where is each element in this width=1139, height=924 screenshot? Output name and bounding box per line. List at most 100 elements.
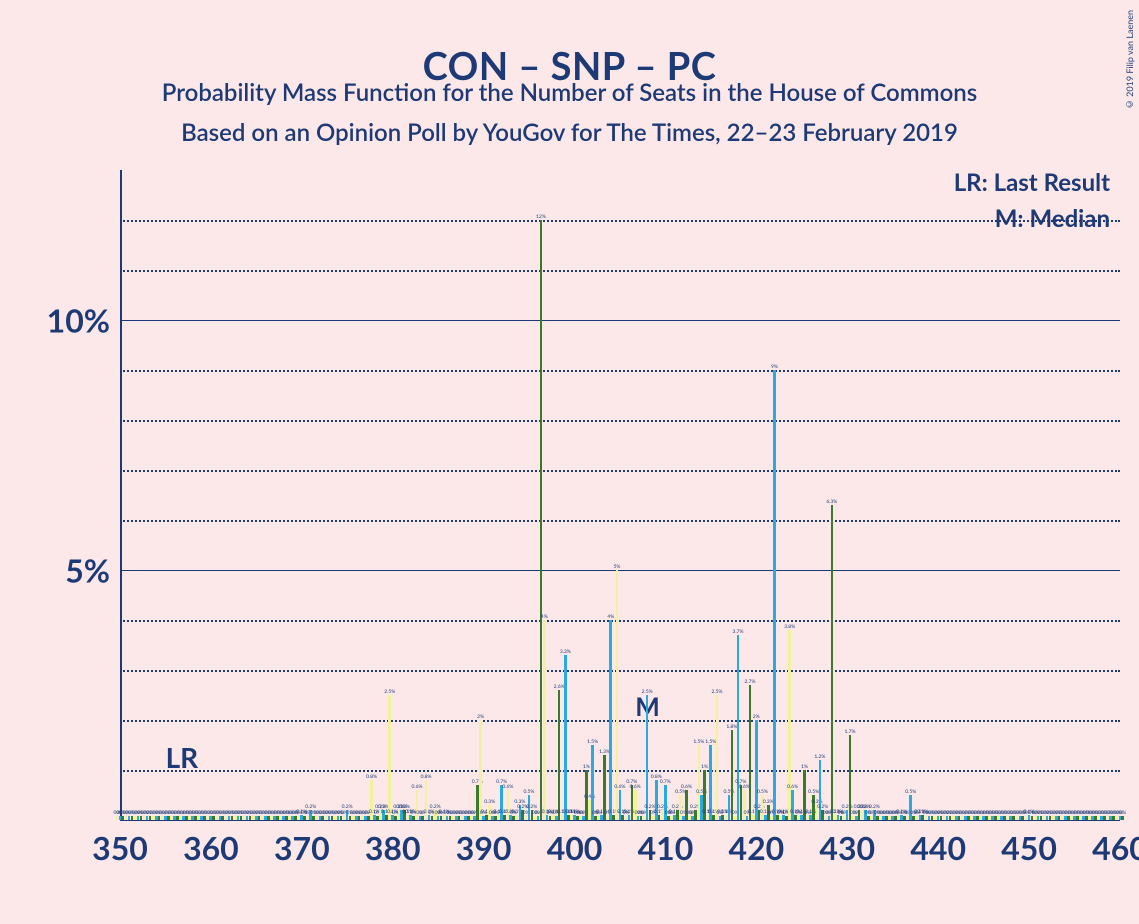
bar-green: 0%	[131, 816, 134, 820]
bar-green: 0%	[994, 816, 997, 820]
bar-green: 0%	[1003, 816, 1006, 820]
bar-green: 0%	[331, 816, 334, 820]
bar-green: 0%	[512, 816, 515, 820]
bar-value-label: 0%	[1119, 810, 1126, 816]
bar-green: 0.1%	[485, 815, 488, 820]
bar-value-label: 6.3%	[826, 499, 837, 505]
bar-value-label: 1.5%	[705, 739, 716, 745]
bar-green: 0%	[294, 816, 297, 820]
bar-blue: 3.3%	[564, 655, 567, 820]
bar-green: 0%	[876, 816, 879, 820]
bar-green: 2.7%	[749, 685, 752, 820]
bar-value-label: 9%	[771, 364, 778, 370]
x-axis-label: 430	[819, 828, 875, 867]
bar-green: 0%	[594, 816, 597, 820]
x-axis-label: 450	[1001, 828, 1057, 867]
bar-value-label: 2.7%	[745, 679, 756, 685]
x-axis-label: 420	[729, 828, 785, 867]
bar-green: 2.6%	[558, 690, 561, 820]
bar-yellow: 5%	[616, 570, 619, 820]
bar-green: 0%	[931, 816, 934, 820]
bar-green: 0.1%	[712, 815, 715, 820]
chart-subtitle-1: Probability Mass Function for the Number…	[0, 78, 1139, 107]
bar-value-label: 0.5%	[808, 789, 819, 795]
bar-green: 0%	[303, 816, 306, 820]
y-axis-label: 5%	[10, 551, 110, 590]
x-axis-label: 440	[910, 828, 966, 867]
bar-value-label: 1.7%	[845, 729, 856, 735]
bar-green: 0%	[258, 816, 261, 820]
bar-value-label: 0.5%	[905, 789, 916, 795]
bar-green: 0%	[1021, 816, 1024, 820]
bar-green: 0%	[985, 816, 988, 820]
bar-value-label: 1.3%	[599, 749, 610, 755]
bar-value-label: 1%	[701, 764, 708, 770]
bar-green: 0%	[121, 816, 124, 820]
bar-green: 0%	[167, 816, 170, 820]
bar-green: 0%	[967, 816, 970, 820]
bar-value-label: 0.3%	[763, 799, 774, 805]
bar-green: 0%	[249, 816, 252, 820]
bar-green: 0%	[1076, 816, 1079, 820]
bar-green: 0%	[340, 816, 343, 820]
bar-green: 0%	[285, 816, 288, 820]
bar-green: 0.1%	[612, 815, 615, 820]
bar-value-label: 5%	[614, 564, 621, 570]
bar-green: 0%	[1031, 816, 1034, 820]
bar-value-label: 4%	[607, 614, 614, 620]
x-axis-label: 390	[456, 828, 512, 867]
bar-green: 12%	[540, 220, 543, 820]
bar-value-label: 2.6%	[554, 684, 565, 690]
bar-green: 0%	[549, 816, 552, 820]
bar-value-label: 0.8%	[366, 774, 377, 780]
bar-green: 0%	[312, 816, 315, 820]
bar-green: 0%	[203, 816, 206, 820]
bar-value-label: 1%	[801, 764, 808, 770]
bar-green: 0%	[358, 816, 361, 820]
bar-green: 0%	[240, 816, 243, 820]
bar-green: 0%	[149, 816, 152, 820]
bar-green: 0%	[667, 816, 670, 820]
bar-green: 0%	[840, 816, 843, 820]
bar-value-label: 3.3%	[560, 649, 571, 655]
bar-yellow: 2%	[479, 720, 482, 820]
x-axis-label: 400	[547, 828, 603, 867]
bar-value-label: 1%	[583, 764, 590, 770]
bar-green: 0.7%	[631, 785, 634, 820]
x-axis	[120, 820, 1120, 821]
bar-green: 0%	[1040, 816, 1043, 820]
bar-green: 0%	[1085, 816, 1088, 820]
bar-value-label: 0.6%	[630, 784, 641, 790]
x-axis-label: 370	[274, 828, 330, 867]
bar-green: 0%	[903, 816, 906, 820]
bar-green: 0.1%	[385, 815, 388, 820]
bar-blue: 2.5%	[646, 695, 649, 820]
bar-green: 0%	[276, 816, 279, 820]
bar-value-label: 1.2%	[814, 754, 825, 760]
bar-green: 0%	[1049, 816, 1052, 820]
bar-value-label: 2%	[753, 714, 760, 720]
bar-green: 0%	[467, 816, 470, 820]
bar-green: 0%	[1012, 816, 1015, 820]
bar-value-label: 0.5%	[523, 789, 534, 795]
bar-green: 1.8%	[731, 730, 734, 820]
bar-value-label: 0.7%	[660, 779, 671, 785]
x-axis-label: 410	[638, 828, 694, 867]
bar-green: 0%	[1112, 816, 1115, 820]
bar-green: 0%	[1103, 816, 1106, 820]
copyright-text: © 2019 Filip van Laenen	[1124, 10, 1135, 110]
bar-green: 0%	[458, 816, 461, 820]
bar-green: 0.2%	[694, 810, 697, 820]
bar-green: 0%	[412, 816, 415, 820]
bar-green: 0%	[176, 816, 179, 820]
bar-green: 0%	[576, 816, 579, 820]
bar-value-label: 4%	[541, 614, 548, 620]
bar-value-label: 1.5%	[587, 739, 598, 745]
bar-value-label: 0.6%	[502, 784, 513, 790]
bar-green: 0%	[1121, 816, 1124, 820]
chart-container: CON – SNP – PC Probability Mass Function…	[0, 0, 1139, 924]
bar-blue: 1.5%	[591, 745, 594, 820]
bar-green: 0%	[140, 816, 143, 820]
bar-green: 0%	[431, 816, 434, 820]
bar-green: 0%	[976, 816, 979, 820]
